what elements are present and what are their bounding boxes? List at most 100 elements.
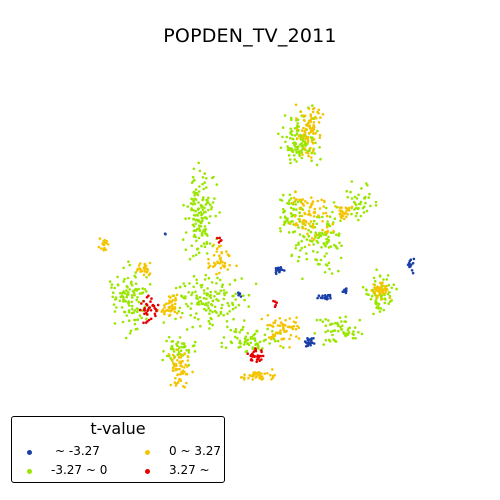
map-point (210, 207, 213, 211)
map-point (322, 205, 326, 208)
map-point (353, 200, 356, 204)
map-point (205, 186, 208, 189)
map-point (387, 302, 391, 306)
map-point (308, 338, 311, 341)
map-point (193, 316, 197, 319)
map-point (282, 326, 285, 330)
map-point (328, 215, 332, 218)
map-point (254, 282, 258, 286)
map-point (267, 336, 271, 339)
map-point (289, 206, 293, 210)
map-point (192, 235, 196, 238)
map-point (220, 285, 224, 289)
map-point (173, 302, 177, 306)
map-point (283, 114, 287, 117)
map-point (201, 205, 204, 208)
map-point (128, 288, 131, 291)
map-point (192, 285, 195, 289)
map-point (122, 266, 125, 270)
map-point (221, 303, 224, 307)
map-point (255, 342, 258, 346)
map-point (316, 296, 319, 300)
map-point (384, 287, 387, 291)
map-point (257, 347, 260, 350)
map-point (310, 196, 313, 199)
map-point (228, 283, 232, 286)
map-point (126, 291, 130, 294)
map-point (297, 255, 301, 259)
map-point (327, 246, 331, 249)
map-point (130, 311, 134, 315)
map-point (282, 193, 285, 197)
map-point (268, 323, 272, 327)
map-point (383, 285, 387, 288)
map-point (357, 193, 360, 197)
map-point (316, 110, 319, 114)
map-point (346, 213, 350, 216)
map-point (213, 197, 216, 200)
map-point (136, 296, 139, 299)
map-point (218, 261, 222, 265)
map-point (411, 271, 415, 275)
map-point (127, 301, 131, 304)
map-point (237, 303, 241, 307)
map-point (373, 290, 377, 294)
map-point (296, 200, 300, 204)
map-point (309, 343, 312, 347)
map-point (239, 342, 242, 345)
map-point (197, 161, 200, 165)
map-point (184, 231, 188, 234)
map-point (358, 318, 362, 322)
map-point (178, 346, 181, 349)
map-point (318, 207, 322, 210)
map-point (148, 272, 152, 275)
map-point (307, 107, 311, 111)
map-point (350, 205, 354, 209)
map-point (278, 324, 282, 328)
map-point (163, 303, 166, 307)
map-point (116, 283, 120, 286)
map-point (181, 311, 184, 315)
map-point (325, 214, 329, 218)
map-point (361, 285, 365, 289)
map-point (207, 196, 210, 200)
map-point (205, 233, 209, 236)
map-point (350, 197, 354, 200)
map-point (246, 352, 249, 356)
map-point (301, 226, 305, 230)
map-point (375, 296, 378, 300)
map-point (304, 144, 308, 147)
map-point (353, 195, 357, 199)
map-point (343, 217, 346, 221)
map-point (125, 293, 129, 296)
map-point (183, 352, 187, 355)
map-point (300, 156, 304, 160)
map-point (343, 212, 347, 216)
map-point (167, 302, 170, 305)
map-point (320, 246, 323, 249)
map-point (226, 268, 229, 271)
map-point (327, 238, 331, 242)
map-point (306, 344, 310, 348)
map-point (296, 147, 299, 151)
map-point (142, 273, 146, 277)
map-point (369, 204, 372, 208)
map-point (359, 214, 363, 218)
map-point (307, 235, 311, 238)
map-point (178, 361, 181, 365)
map-point (154, 314, 157, 318)
map-point (171, 369, 175, 372)
map-point (145, 303, 149, 307)
map-point (268, 342, 272, 345)
map-point (221, 264, 225, 267)
map-point (136, 318, 140, 322)
map-point (194, 188, 198, 191)
map-point (310, 156, 313, 159)
map-point (315, 233, 318, 237)
legend: t-value ~ -3.27 -3.27 ~ 0 0 ~ 3.27 3.27 … (11, 416, 225, 483)
map-point (260, 317, 264, 321)
map-point (168, 313, 172, 317)
map-point (169, 296, 172, 299)
map-point (192, 229, 196, 233)
map-point (168, 305, 172, 309)
